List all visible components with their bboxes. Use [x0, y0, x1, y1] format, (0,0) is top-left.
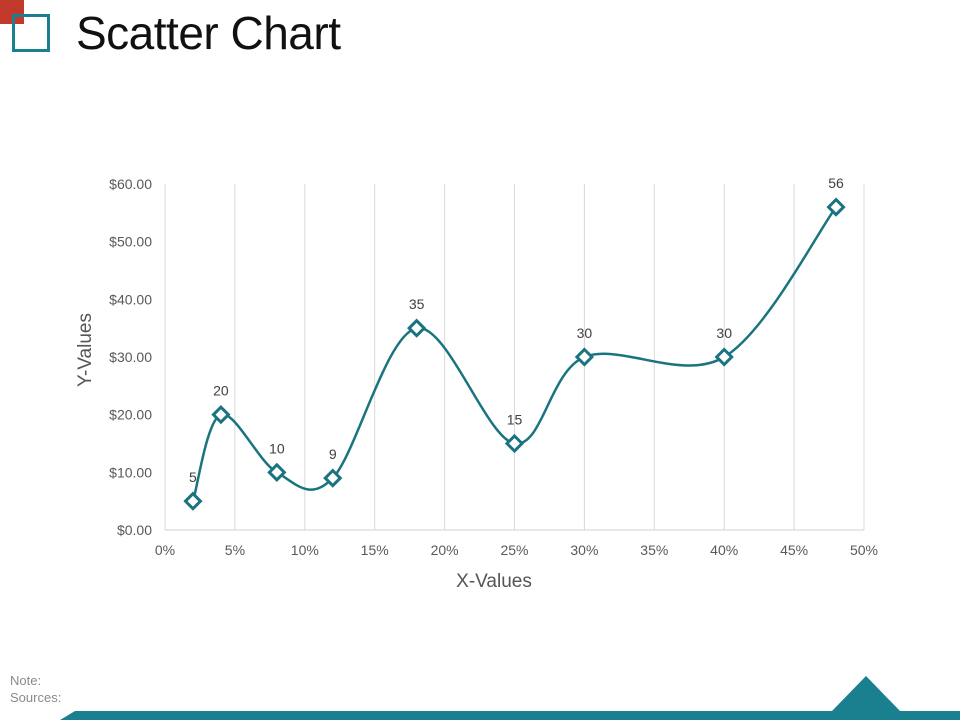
data-label: 9: [329, 446, 337, 462]
data-label: 5: [189, 469, 197, 485]
x-tick-label: 35%: [640, 542, 668, 558]
y-axis-tick-labels: $0.00 $10.00 $20.00 $30.00 $40.00 $50.00 $60.0…: [109, 176, 152, 538]
x-tick-label: 40%: [710, 542, 738, 558]
x-axis-label: X-Values: [456, 571, 532, 592]
x-tick-label: 15%: [361, 542, 389, 558]
x-tick-label: 10%: [291, 542, 319, 558]
x-tick-label: 0%: [155, 542, 175, 558]
logo-outline-square: [12, 14, 50, 52]
series-line: [191, 206, 838, 502]
y-tick-label: $40.00: [109, 291, 152, 307]
x-axis-tick-labels: 0% 5% 10% 15% 20% 25% 30% 35% 40% 45% 50%: [155, 542, 878, 558]
x-tick-label: 50%: [850, 542, 878, 558]
data-point: [211, 405, 231, 425]
data-label: 20: [213, 383, 229, 399]
data-label: 35: [409, 296, 425, 312]
x-tick-label: 5%: [225, 542, 245, 558]
footer-band: [60, 676, 960, 720]
x-tick-label: 30%: [570, 542, 598, 558]
chart-gridlines: [164, 184, 865, 531]
footer-note: Note:: [10, 673, 42, 688]
y-tick-label: $10.00: [109, 464, 152, 480]
data-labels: 5 20 10 9 35 15 30 30 56: [189, 175, 844, 485]
data-point: [574, 347, 595, 367]
data-point: [323, 468, 343, 488]
footer-notes: Note: Sources:: [10, 672, 61, 706]
x-tick-label: 20%: [431, 542, 459, 558]
page-title: Scatter Chart: [76, 7, 341, 59]
data-point: [504, 433, 525, 454]
data-label: 56: [828, 175, 844, 191]
x-tick-label: 45%: [780, 542, 808, 558]
y-tick-label: $60.00: [109, 176, 152, 192]
series-points: [183, 197, 846, 511]
data-point: [267, 462, 287, 482]
data-point: [714, 347, 734, 367]
data-point: [183, 491, 203, 511]
x-tick-label: 25%: [500, 542, 528, 558]
y-tick-label: $50.00: [109, 234, 152, 250]
y-tick-label: $0.00: [117, 522, 152, 538]
data-label: 30: [716, 325, 732, 341]
y-tick-label: $20.00: [109, 407, 152, 423]
data-label: 10: [269, 440, 285, 456]
data-label: 30: [577, 325, 593, 341]
footer-sources: Sources:: [10, 690, 62, 705]
data-label: 15: [507, 412, 523, 428]
y-axis-label: Y-Values: [75, 313, 96, 387]
data-point: [826, 197, 846, 217]
y-tick-label: $30.00: [109, 349, 152, 365]
footer-band-shape: [60, 676, 960, 720]
data-point: [407, 318, 427, 338]
